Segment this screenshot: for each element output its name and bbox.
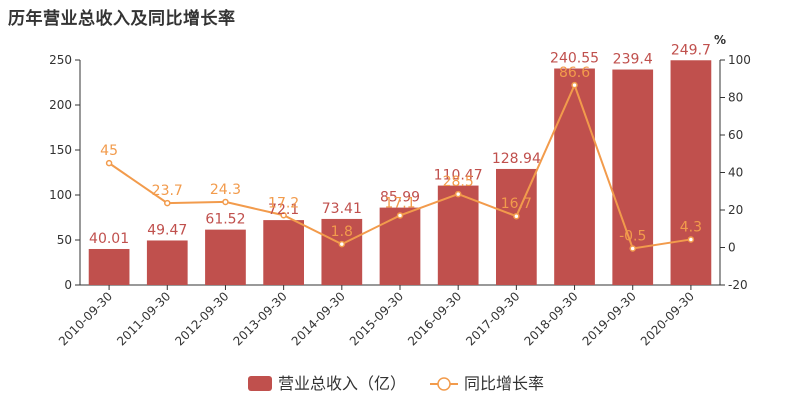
growth-point — [105, 159, 113, 167]
bar — [88, 248, 130, 285]
bar-value-label: 40.01 — [89, 231, 129, 247]
bar-value-label: 240.55 — [550, 51, 599, 67]
left-tick-label: 50 — [57, 233, 72, 247]
growth-value-label: 45 — [100, 143, 118, 159]
left-tick-label: 200 — [49, 98, 72, 112]
right-tick-label: -20 — [728, 278, 748, 292]
legend-bar-label: 营业总收入（亿） — [278, 374, 406, 393]
x-tick-label: 2012-09-30 — [172, 289, 231, 348]
growth-point — [687, 236, 695, 243]
growth-value-label: 24.3 — [210, 182, 241, 198]
left-tick-label: 100 — [49, 188, 72, 202]
right-tick-label: 80 — [728, 91, 743, 105]
bar-value-label: 72.1 — [268, 202, 299, 218]
bar-value-label: 49.47 — [147, 222, 187, 238]
growth-value-label: 17.1 — [384, 195, 415, 211]
growth-point — [222, 198, 229, 206]
right-tick-label: 60 — [728, 128, 743, 142]
legend-bar-swatch — [248, 376, 272, 391]
bar — [146, 240, 188, 285]
x-tick-label: 2019-09-30 — [580, 289, 639, 348]
left-tick-label: 0 — [64, 278, 72, 292]
x-tick-label: 2018-09-30 — [521, 289, 580, 348]
bar-value-label: 249.7 — [671, 42, 711, 58]
legend-line-marker — [437, 377, 451, 391]
right-axis-unit-label: % — [714, 33, 726, 47]
growth-point — [164, 199, 171, 207]
bar-value-label: 73.41 — [322, 201, 362, 217]
bar — [321, 218, 363, 285]
left-tick-label: 150 — [49, 143, 72, 157]
growth-point — [454, 190, 462, 198]
bar — [379, 207, 421, 285]
growth-point — [629, 245, 636, 252]
left-tick-label: 250 — [49, 53, 72, 67]
legend-line-label: 同比增长率 — [464, 374, 544, 393]
x-tick-label: 2020-09-30 — [638, 289, 697, 348]
growth-value-label: 86.6 — [559, 65, 590, 81]
bar — [205, 229, 246, 285]
bar — [437, 185, 479, 285]
right-tick-label: 100 — [728, 53, 751, 67]
bar-value-label: 61.52 — [205, 212, 245, 228]
chart-title: 历年营业总收入及同比增长率 — [8, 9, 236, 29]
bar — [670, 60, 712, 285]
growth-value-label: 4.3 — [680, 219, 702, 235]
growth-value-label: 23.7 — [152, 183, 183, 199]
x-tick-label: 2016-09-30 — [405, 289, 464, 348]
bar-value-label: 128.94 — [492, 151, 541, 167]
bar — [263, 220, 304, 285]
bar-value-label: 85.99 — [380, 190, 420, 206]
x-tick-label: 2014-09-30 — [289, 289, 348, 348]
growth-point — [396, 212, 404, 219]
x-tick-label: 2010-09-30 — [56, 289, 115, 348]
growth-value-label: -0.5 — [619, 228, 646, 244]
bar — [612, 69, 654, 285]
x-tick-label: 2015-09-30 — [347, 289, 406, 348]
growth-point — [338, 240, 346, 248]
growth-point — [513, 212, 520, 220]
growth-point — [571, 81, 578, 89]
bar — [554, 68, 595, 285]
growth-value-label: 17.2 — [268, 195, 299, 211]
right-tick-label: 40 — [728, 166, 743, 180]
x-tick-label: 2011-09-30 — [114, 289, 173, 348]
right-tick-label: 0 — [728, 241, 736, 255]
x-tick-label: 2013-09-30 — [231, 289, 290, 348]
bar — [496, 168, 537, 285]
growth-value-label: 16.7 — [501, 196, 532, 212]
growth-value-label: 28.5 — [443, 174, 474, 190]
growth-point — [280, 212, 287, 219]
x-tick-label: 2017-09-30 — [463, 289, 522, 348]
right-tick-label: 20 — [728, 203, 743, 217]
growth-value-label: 1.8 — [331, 224, 353, 240]
bar-value-label: 239.4 — [613, 52, 653, 68]
bar-value-label: 110.47 — [434, 168, 483, 184]
